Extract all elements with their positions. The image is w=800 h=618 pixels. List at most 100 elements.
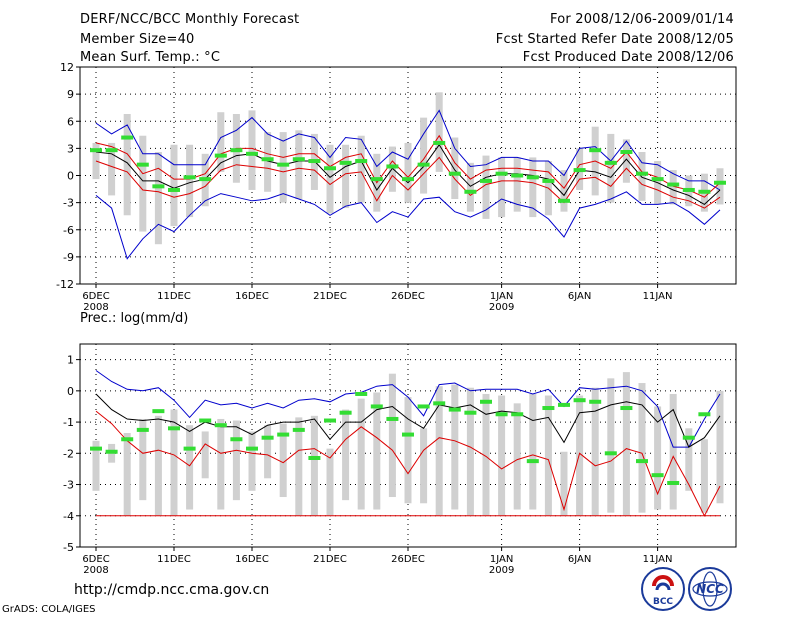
temp-ensemble-marker [402, 177, 414, 182]
prec-spread-bar [201, 431, 209, 479]
forecast-started-label: Fcst Started Refer Date 2008/12/05 [495, 32, 734, 47]
temp-ensemble-marker [464, 189, 477, 194]
prec-ensemble-marker [152, 409, 165, 414]
prec-spread-bar [123, 433, 131, 516]
temp-ensemble-marker [183, 175, 196, 180]
prec-spread-bar [342, 409, 350, 501]
temp-ensemble-marker [636, 171, 648, 176]
prec-spread-bar [295, 417, 303, 516]
temp-spread-bar [248, 110, 256, 190]
temp-spread-bar [435, 92, 443, 172]
temp-spread-bar [264, 132, 272, 192]
temp-ensemble-marker [573, 168, 586, 173]
temp-ensemble-marker [308, 159, 321, 164]
temp-ytick-label: 12 [60, 61, 74, 74]
prec-spread-bar [326, 448, 334, 516]
prec-ensemble-marker [448, 407, 461, 412]
prec-spread-bar [451, 384, 459, 510]
temp-xtick-label: 11DEC [157, 291, 191, 302]
temp-spread-bar [154, 151, 162, 245]
temp-spread-bar [186, 144, 194, 218]
temp-spread-bar [404, 142, 412, 203]
prec-xtick-label: 11DEC [157, 554, 191, 565]
temp-spread-bar [560, 170, 568, 212]
prec-ensemble-marker [495, 412, 508, 417]
temp-spread-bar [123, 114, 131, 216]
temp-ensemble-marker [370, 177, 383, 182]
prec-xtick-label: 6JAN [568, 554, 591, 565]
temp-xtick-label: 1JAN [490, 291, 513, 302]
temp-ytick-label: -6 [63, 224, 74, 237]
prec-ensemble-marker [620, 406, 633, 411]
temp-ensemble-marker [105, 148, 118, 153]
temp-ensemble-marker [542, 178, 555, 183]
prec-ensemble-marker [214, 423, 227, 428]
prec-series-min [95, 410, 721, 517]
prec-ensemble-marker [651, 473, 664, 478]
temp-ytick-label: 3 [67, 142, 74, 155]
temp-xtick-label: 6JAN [568, 291, 591, 302]
temp-ensemble-marker [90, 148, 102, 153]
temp-ensemble-marker [620, 149, 633, 154]
prec-spread-bar [139, 418, 147, 501]
temp-ensemble-marker [121, 135, 134, 140]
temp-ensemble-marker [168, 187, 180, 192]
variable-label: Mean Surf. Temp.: °C [80, 50, 221, 65]
prec-spread-bar [170, 409, 178, 516]
temp-ensemble-marker [324, 166, 336, 171]
prec-ensemble-marker [136, 427, 149, 432]
temp-ensemble-marker [230, 148, 243, 153]
temp-spread-bar [326, 144, 334, 214]
temp-spread-bar [669, 170, 677, 205]
temp-spread-bar [139, 135, 147, 232]
prec-ytick-label: 1 [67, 354, 74, 367]
temp-xtick-year-label: 2008 [83, 302, 108, 313]
temp-ytick-label: 6 [67, 115, 74, 128]
prec-spread-bar [591, 387, 599, 516]
prec-ensemble-marker [558, 402, 570, 407]
prec-ytick-label: -2 [63, 447, 74, 460]
temp-spread-bar [295, 130, 303, 200]
prec-ensemble-marker [90, 446, 102, 451]
temp-ensemble-marker [339, 160, 352, 165]
prec-xtick-label: 21DEC [313, 554, 347, 565]
prec-spread-bar [217, 418, 225, 510]
prec-ensemble-marker [230, 437, 243, 442]
prec-ensemble-marker [433, 401, 446, 406]
temp-ensemble-marker [386, 164, 399, 169]
prec-spread-bar [716, 390, 724, 504]
prec-xtick-label: 11JAN [643, 554, 673, 565]
prec-ensemble-marker [480, 399, 492, 404]
temp-ytick-label: 9 [67, 88, 74, 101]
temp-ytick-label: 0 [67, 170, 74, 183]
prec-ensemble-marker [339, 410, 352, 415]
temp-ensemble-marker [277, 162, 290, 167]
prec-spread-bar [466, 387, 474, 516]
bcc-logo-text: BCC [653, 597, 673, 607]
ncc-logo-text: NCC [696, 582, 724, 596]
temp-spread-bar [388, 146, 396, 192]
temp-spread-bar [622, 139, 630, 183]
prec-spread-bar [654, 406, 662, 510]
temp-spread-bar [357, 135, 365, 203]
temp-ensemble-marker [261, 157, 274, 162]
temp-ensemble-marker [682, 187, 695, 192]
prec-series-mean [95, 393, 721, 448]
prec-spread-bar [607, 378, 615, 513]
temp-ensemble-marker [511, 173, 524, 178]
temp-ytick-label: -3 [63, 197, 74, 210]
temp-xtick-label: 21DEC [313, 291, 347, 302]
prec-spread-bar [498, 395, 506, 516]
prec-xtick-label: 26DEC [391, 554, 425, 565]
temp-spread-bar [108, 142, 116, 196]
prec-ensemble-marker [105, 449, 118, 454]
prec-spread-bar [560, 451, 568, 516]
temp-ensemble-marker [558, 198, 570, 203]
temp-spread-bar [716, 168, 724, 205]
temp-ensemble-marker [480, 178, 492, 183]
prec-spread-bar [388, 373, 396, 498]
source-url[interactable]: http://cmdp.ncc.cma.gov.cn [74, 582, 270, 598]
